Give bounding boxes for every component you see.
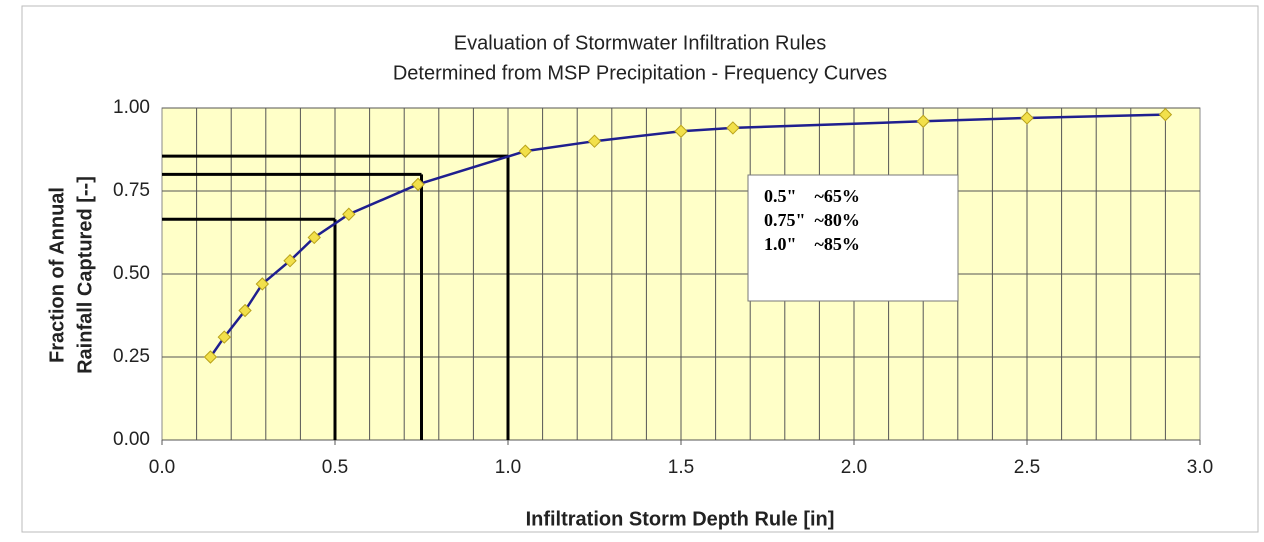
data-point bbox=[726, 121, 740, 135]
y-tick-label: 0.00 bbox=[113, 429, 150, 450]
annotation-text: 0.75" ~80% bbox=[764, 210, 860, 230]
x-tick-label: 0.5 bbox=[322, 457, 348, 478]
x-tick-label: 1.5 bbox=[668, 457, 694, 478]
data-point bbox=[518, 144, 533, 158]
data-point bbox=[587, 134, 602, 148]
y-axis-label: Fraction of Annual bbox=[46, 187, 68, 363]
data-point bbox=[411, 177, 425, 192]
data-point bbox=[255, 277, 270, 291]
data-point bbox=[342, 207, 356, 221]
data-point bbox=[217, 330, 231, 344]
y-tick-label: 0.75 bbox=[113, 180, 150, 201]
data-point bbox=[203, 350, 218, 364]
chart-title: Determined from MSP Precipitation - Freq… bbox=[393, 62, 887, 84]
data-point bbox=[307, 230, 321, 245]
data-point bbox=[916, 114, 930, 128]
x-tick-label: 2.0 bbox=[841, 457, 867, 478]
y-tick-label: 1.00 bbox=[113, 97, 150, 118]
y-axis-label: Rainfall Captured [--] bbox=[74, 176, 96, 374]
y-axis-label-group: Fraction of Annual Rainfall Captured [--] bbox=[46, 176, 96, 374]
annotation-box bbox=[747, 174, 959, 302]
data-point bbox=[283, 254, 297, 268]
y-tick-label: 0.25 bbox=[113, 346, 150, 367]
chart-title: Evaluation of Stormwater Infiltration Ru… bbox=[454, 32, 826, 54]
x-tick-label: 3.0 bbox=[1187, 457, 1213, 478]
data-point bbox=[238, 303, 252, 318]
annotation-text: 0.5" ~65% bbox=[764, 186, 860, 206]
data-point bbox=[674, 124, 688, 138]
y-tick-label: 0.50 bbox=[113, 263, 150, 284]
x-tick-label: 1.0 bbox=[495, 457, 521, 478]
annotation-text: 1.0" ~85% bbox=[764, 234, 860, 254]
x-axis-label: Infiltration Storm Depth Rule [in] bbox=[526, 508, 835, 530]
x-tick-label: 0.0 bbox=[149, 457, 175, 478]
x-tick-label: 2.5 bbox=[1014, 457, 1040, 478]
data-point bbox=[1158, 107, 1173, 122]
data-point bbox=[1020, 111, 1034, 125]
